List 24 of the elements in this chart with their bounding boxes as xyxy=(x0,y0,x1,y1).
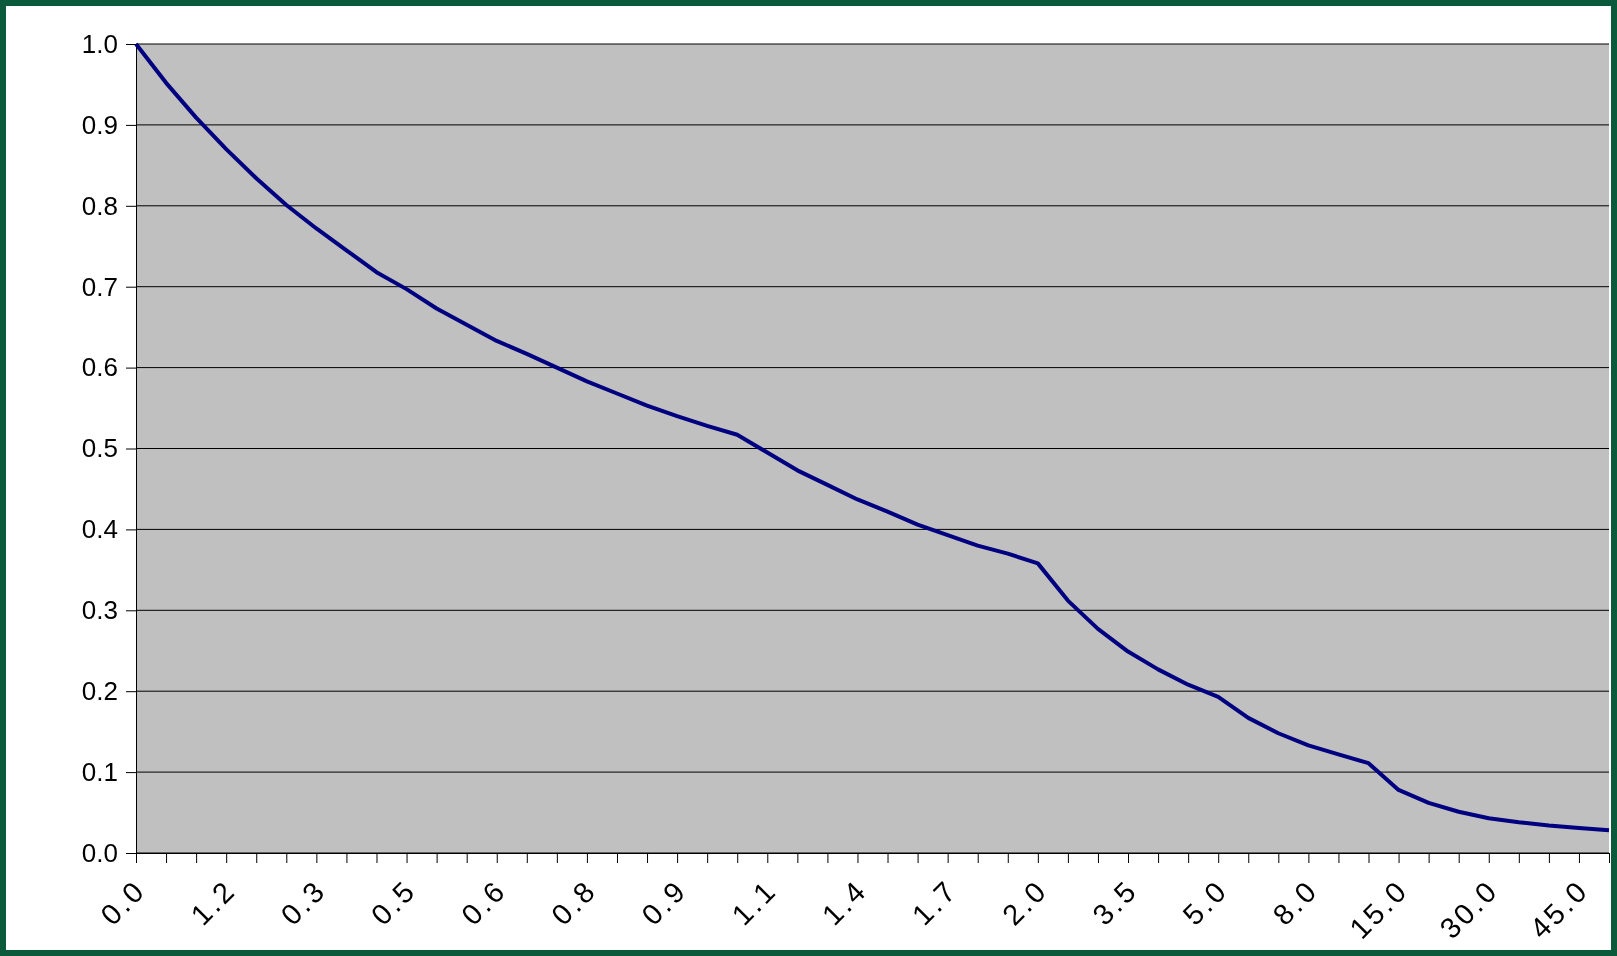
x-tick-label: 0.9 xyxy=(635,873,693,932)
y-tick-label: 0.9 xyxy=(81,109,118,140)
y-tick-label: 0.4 xyxy=(81,514,118,545)
y-tick-label: 0.0 xyxy=(81,837,118,868)
y-tick-label: 0.2 xyxy=(81,676,118,707)
y-tick-label: 1.0 xyxy=(81,28,118,59)
x-tick-label: 8.0 xyxy=(1266,873,1325,932)
x-tick-label: 1.1 xyxy=(725,873,784,932)
x-tick-label: 5.0 xyxy=(1176,873,1235,932)
x-tick-label: 1.2 xyxy=(184,873,242,932)
x-tick-label: 0.8 xyxy=(545,873,603,932)
y-tick-label: 0.7 xyxy=(81,271,118,302)
y-tick-label: 0.3 xyxy=(81,595,118,626)
x-tick-label: 2.0 xyxy=(996,873,1054,932)
y-tick-label: 0.1 xyxy=(81,756,118,787)
x-tick-label: 3.5 xyxy=(1086,873,1144,932)
x-tick-label: 1.7 xyxy=(905,873,964,932)
x-tick-label: 0.5 xyxy=(364,873,423,932)
y-tick-label: 0.6 xyxy=(81,352,118,383)
x-tick-label: 0.3 xyxy=(274,873,333,932)
x-tick-label: 0.6 xyxy=(455,873,513,932)
y-tick-label: 0.5 xyxy=(81,433,118,464)
y-tick-label: 0.8 xyxy=(81,190,118,221)
x-tick-label: 1.4 xyxy=(815,873,874,932)
